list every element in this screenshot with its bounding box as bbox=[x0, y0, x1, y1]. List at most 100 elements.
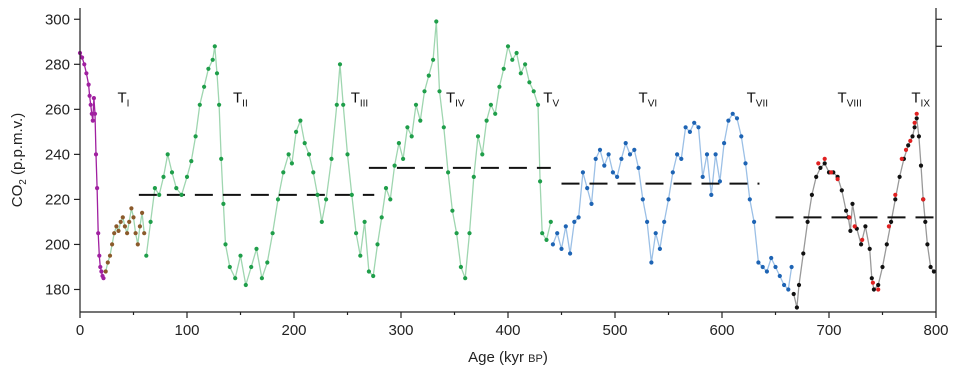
data-point-4-3 bbox=[801, 251, 806, 256]
series-line-1 bbox=[105, 208, 145, 272]
data-point-2-38 bbox=[306, 152, 312, 157]
data-point-2-53 bbox=[371, 273, 376, 279]
termination-base: T bbox=[117, 90, 126, 107]
x-tick-label-5: 500 bbox=[602, 322, 627, 339]
y-tick-label-1: 200 bbox=[45, 236, 70, 253]
termination-subscript: VII bbox=[756, 99, 768, 110]
termination-subscript: IX bbox=[921, 99, 931, 110]
data-point-5-6 bbox=[860, 237, 865, 242]
data-point-2-57 bbox=[388, 197, 393, 202]
data-point-3-23 bbox=[649, 260, 654, 265]
data-point-3-18 bbox=[627, 152, 633, 157]
data-point-4-37 bbox=[923, 219, 928, 224]
data-point-2-55 bbox=[379, 215, 384, 220]
data-point-4-33 bbox=[914, 116, 919, 121]
data-point-1-4 bbox=[112, 231, 117, 236]
data-point-4-34 bbox=[916, 134, 922, 139]
termination-base: T bbox=[543, 90, 552, 107]
data-point-2-75 bbox=[463, 276, 468, 281]
data-point-2-58 bbox=[392, 163, 397, 168]
data-point-4-12 bbox=[839, 188, 844, 193]
data-point-3-13 bbox=[606, 152, 611, 157]
data-point-4-38 bbox=[925, 242, 930, 247]
data-point-2-15 bbox=[210, 57, 215, 62]
data-point-3-33 bbox=[692, 120, 697, 125]
data-point-3-1 bbox=[555, 231, 560, 236]
data-point-2-62 bbox=[409, 134, 414, 139]
data-point-1-10 bbox=[125, 231, 130, 236]
data-point-2-95 bbox=[544, 237, 549, 242]
termination-base: T bbox=[233, 90, 242, 107]
data-point-3-46 bbox=[747, 197, 752, 202]
data-point-2-21 bbox=[223, 242, 228, 247]
termination-subscript: IV bbox=[455, 99, 465, 110]
data-point-1-0 bbox=[103, 269, 108, 274]
data-point-2-83 bbox=[497, 84, 502, 89]
data-point-2-25 bbox=[243, 282, 248, 288]
data-point-4-39 bbox=[928, 264, 933, 270]
data-point-4-35 bbox=[918, 163, 924, 168]
data-point-4-24 bbox=[880, 264, 885, 270]
data-point-3-19 bbox=[632, 147, 637, 152]
data-point-5-11 bbox=[899, 156, 904, 161]
data-point-2-87 bbox=[514, 50, 519, 56]
data-point-2-45 bbox=[337, 62, 343, 67]
x-tick-label-2: 200 bbox=[281, 322, 306, 339]
x-tick-label-6: 600 bbox=[709, 322, 734, 339]
data-point-3-52 bbox=[773, 264, 778, 270]
data-point-0-2 bbox=[82, 62, 87, 67]
data-point-4-28 bbox=[897, 174, 902, 179]
data-point-3-4 bbox=[568, 251, 573, 256]
data-point-2-42 bbox=[324, 197, 329, 202]
data-point-0-14 bbox=[97, 253, 102, 258]
data-point-2-59 bbox=[396, 141, 401, 146]
data-point-3-54 bbox=[782, 282, 787, 288]
data-point-2-14 bbox=[206, 66, 211, 71]
data-point-3-41 bbox=[726, 118, 731, 123]
data-point-0-8 bbox=[90, 118, 95, 123]
y-axis-label-suffix: (p.p.m.v.) bbox=[9, 113, 26, 179]
data-point-3-15 bbox=[615, 174, 620, 179]
data-point-3-53 bbox=[777, 273, 782, 279]
data-point-2-78 bbox=[475, 134, 481, 139]
data-point-2-40 bbox=[315, 192, 320, 197]
data-point-2-71 bbox=[446, 170, 451, 175]
data-point-4-16 bbox=[850, 201, 855, 206]
termination-label-5: TVI bbox=[639, 90, 658, 110]
data-point-3-42 bbox=[730, 111, 735, 116]
termination-label-1: TII bbox=[233, 90, 248, 110]
data-point-2-7 bbox=[174, 186, 179, 191]
y-tick-label-0: 180 bbox=[45, 281, 70, 298]
data-point-3-44 bbox=[739, 134, 744, 139]
data-point-2-29 bbox=[265, 260, 270, 265]
data-point-5-10 bbox=[893, 192, 898, 197]
data-point-4-6 bbox=[814, 174, 819, 179]
data-point-5-7 bbox=[870, 280, 876, 285]
data-point-5-12 bbox=[903, 147, 909, 152]
termination-subscript: II bbox=[242, 99, 248, 110]
data-point-5-15 bbox=[914, 111, 919, 116]
data-point-3-7 bbox=[580, 170, 586, 175]
data-point-4-31 bbox=[910, 134, 915, 139]
data-point-3-10 bbox=[593, 156, 598, 161]
data-point-2-89 bbox=[523, 62, 528, 67]
data-point-4-19 bbox=[863, 224, 868, 229]
data-point-3-22 bbox=[645, 219, 650, 224]
data-point-1-5 bbox=[114, 224, 119, 229]
termination-base: T bbox=[446, 90, 455, 107]
data-point-0-4 bbox=[86, 82, 91, 87]
data-point-3-11 bbox=[597, 147, 603, 152]
data-point-2-10 bbox=[189, 159, 194, 164]
data-point-3-56 bbox=[789, 264, 794, 270]
data-point-3-30 bbox=[679, 156, 684, 161]
data-point-2-92 bbox=[535, 102, 541, 107]
data-point-3-26 bbox=[662, 219, 667, 224]
data-point-4-15 bbox=[848, 228, 853, 233]
y-tick-label-3: 240 bbox=[45, 146, 70, 163]
data-point-4-26 bbox=[889, 219, 894, 224]
data-point-2-33 bbox=[286, 152, 291, 157]
data-point-0-5 bbox=[87, 93, 92, 98]
termination-subscript: VIII bbox=[847, 99, 862, 110]
data-point-2-2 bbox=[152, 186, 157, 191]
